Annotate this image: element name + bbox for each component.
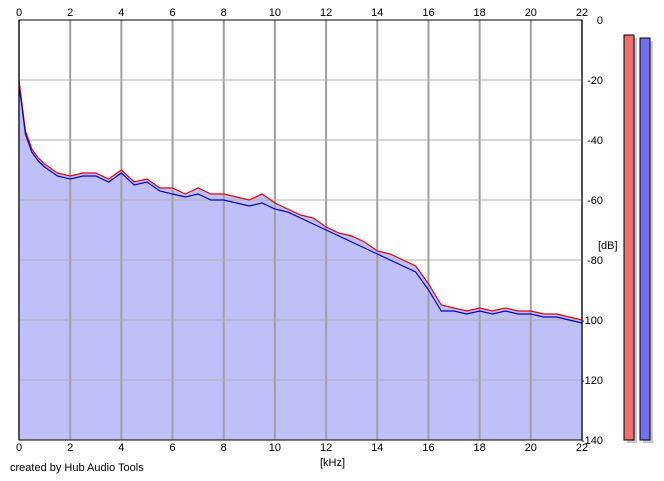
level-meter-right xyxy=(639,37,651,441)
x-tick-label-bottom: 18 xyxy=(474,442,486,454)
series-line-right xyxy=(18,85,583,324)
x-axis-label: [kHz] xyxy=(320,457,346,469)
x-tick-label-bottom: 10 xyxy=(269,442,281,454)
y-tick-label: -140 xyxy=(581,435,603,447)
grid-lines xyxy=(18,19,583,441)
tick-labels: 002244668810101212141416161818202022220-… xyxy=(16,7,603,454)
series-line-left xyxy=(18,79,583,321)
x-tick-label-top: 0 xyxy=(16,7,22,19)
x-tick-label-top: 12 xyxy=(320,7,332,19)
y-tick-label: -20 xyxy=(587,75,603,87)
x-tick-label-top: 6 xyxy=(169,7,175,19)
y-tick-label: -100 xyxy=(581,315,603,327)
credit-label: created by Hub Audio Tools xyxy=(10,462,144,474)
x-tick-label-bottom: 22 xyxy=(576,442,588,454)
x-tick-label-bottom: 2 xyxy=(67,442,73,454)
x-tick-label-top: 2 xyxy=(67,7,73,19)
x-tick-label-top: 18 xyxy=(474,7,486,19)
y-axis-label: [dB] xyxy=(598,240,618,252)
x-tick-label-bottom: 14 xyxy=(371,442,383,454)
plot-frame xyxy=(18,19,583,441)
x-tick-label-bottom: 16 xyxy=(422,442,434,454)
x-tick-label-bottom: 20 xyxy=(525,442,537,454)
y-tick-label: -120 xyxy=(581,375,603,387)
x-tick-label-bottom: 4 xyxy=(118,442,124,454)
x-tick-label-top: 22 xyxy=(576,7,588,19)
x-tick-label-top: 8 xyxy=(221,7,227,19)
x-tick-label-top: 4 xyxy=(118,7,124,19)
x-tick-label-top: 20 xyxy=(525,7,537,19)
y-tick-label: 0 xyxy=(597,15,603,27)
x-tick-label-bottom: 8 xyxy=(221,442,227,454)
x-tick-label-top: 14 xyxy=(371,7,383,19)
x-tick-label-top: 16 xyxy=(422,7,434,19)
x-tick-label-bottom: 0 xyxy=(16,442,22,454)
y-tick-label: -60 xyxy=(587,195,603,207)
x-tick-label-top: 10 xyxy=(269,7,281,19)
y-tick-label: -40 xyxy=(587,135,603,147)
y-tick-label: -80 xyxy=(587,255,603,267)
series-lines xyxy=(18,79,583,324)
level-meters xyxy=(623,34,653,443)
level-meter-left xyxy=(623,34,635,441)
x-tick-label-bottom: 12 xyxy=(320,442,332,454)
x-tick-label-bottom: 6 xyxy=(169,442,175,454)
